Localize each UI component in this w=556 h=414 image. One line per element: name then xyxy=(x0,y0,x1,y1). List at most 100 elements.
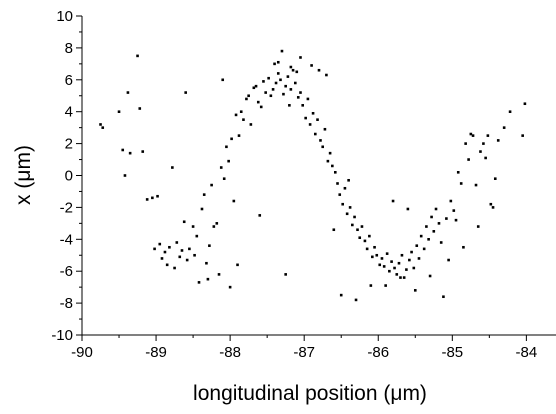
data-point xyxy=(184,91,187,94)
data-point xyxy=(439,241,443,244)
data-point xyxy=(295,70,299,74)
data-point xyxy=(402,276,406,279)
data-point xyxy=(217,273,221,276)
data-point xyxy=(345,212,349,216)
data-point xyxy=(474,183,478,187)
data-point xyxy=(232,199,236,203)
data-point xyxy=(508,110,512,113)
data-point xyxy=(347,178,350,182)
data-point xyxy=(369,284,373,287)
data-point xyxy=(353,215,356,219)
y-tick-label: -2 xyxy=(60,199,73,216)
data-point xyxy=(299,91,302,94)
data-point xyxy=(479,150,482,153)
data-point xyxy=(459,182,463,185)
data-point xyxy=(252,86,256,90)
data-point xyxy=(221,78,225,82)
data-point xyxy=(486,134,490,137)
data-point xyxy=(371,255,374,259)
data-point xyxy=(282,92,285,96)
data-point xyxy=(234,113,238,117)
data-point xyxy=(380,257,384,260)
data-point xyxy=(447,258,450,262)
data-point xyxy=(412,266,416,270)
y-axis: -10 -8 -6 -4 -2 0 2 4 6 8 10 xyxy=(51,8,82,344)
data-points xyxy=(99,49,527,302)
plot-area xyxy=(81,16,556,336)
data-point xyxy=(197,281,201,284)
y-tick-label: -10 xyxy=(51,327,73,344)
data-point xyxy=(296,96,300,99)
x-tick-label: -84 xyxy=(516,344,538,361)
data-point xyxy=(245,97,248,101)
data-point xyxy=(373,245,376,249)
data-point xyxy=(117,110,121,113)
data-point xyxy=(99,123,102,126)
data-point xyxy=(415,244,419,247)
data-point xyxy=(434,207,438,211)
data-point xyxy=(449,199,453,203)
data-point xyxy=(408,258,411,262)
data-point xyxy=(195,234,199,238)
data-point xyxy=(210,183,213,187)
data-point xyxy=(471,134,475,137)
data-point xyxy=(400,253,404,257)
data-point xyxy=(136,54,139,58)
data-point xyxy=(432,230,436,233)
data-point xyxy=(365,247,369,251)
data-point xyxy=(395,273,399,276)
data-point xyxy=(236,263,239,267)
data-point xyxy=(348,206,352,209)
data-point xyxy=(202,193,206,196)
y-tick-label: 2 xyxy=(65,136,73,153)
x-tick-label: -86 xyxy=(367,344,389,361)
data-point xyxy=(205,261,208,265)
data-point xyxy=(325,73,328,77)
data-point xyxy=(493,177,497,180)
data-point xyxy=(264,91,267,94)
y-tick-label: -6 xyxy=(60,263,73,280)
data-point xyxy=(225,145,228,149)
data-point xyxy=(338,193,342,196)
data-point xyxy=(258,214,262,217)
data-point xyxy=(259,105,263,109)
data-point xyxy=(382,265,386,268)
data-point xyxy=(254,84,258,88)
data-point xyxy=(279,78,282,82)
x-tick-label: -89 xyxy=(145,344,167,361)
data-point xyxy=(175,241,179,244)
data-point xyxy=(331,164,334,168)
data-point xyxy=(363,239,367,243)
data-point xyxy=(341,202,344,206)
data-point xyxy=(185,258,189,262)
data-point xyxy=(476,225,480,228)
data-point xyxy=(319,139,322,142)
x-axis-label: longitudinal position (μm) xyxy=(193,382,427,405)
data-point xyxy=(271,88,275,91)
data-point xyxy=(399,276,402,279)
x-tick-label: -85 xyxy=(441,344,463,361)
data-point xyxy=(123,174,127,177)
data-point xyxy=(469,132,473,136)
x-tick-label: -88 xyxy=(219,344,241,361)
data-point xyxy=(313,132,317,136)
data-point xyxy=(311,111,315,115)
data-point xyxy=(237,134,241,137)
data-point xyxy=(384,284,387,287)
data-point xyxy=(247,94,250,98)
data-point xyxy=(289,88,293,91)
data-point xyxy=(141,150,145,153)
y-tick-label: 0 xyxy=(65,168,73,185)
x-tick-label: -90 xyxy=(71,344,93,361)
data-point xyxy=(286,75,290,78)
data-point xyxy=(336,182,339,185)
data-point xyxy=(121,148,125,152)
data-point xyxy=(299,56,302,59)
data-point xyxy=(273,62,276,66)
data-point xyxy=(165,263,169,267)
data-point xyxy=(491,206,495,209)
data-point xyxy=(521,134,524,137)
data-point xyxy=(393,266,396,270)
data-point xyxy=(417,257,421,260)
